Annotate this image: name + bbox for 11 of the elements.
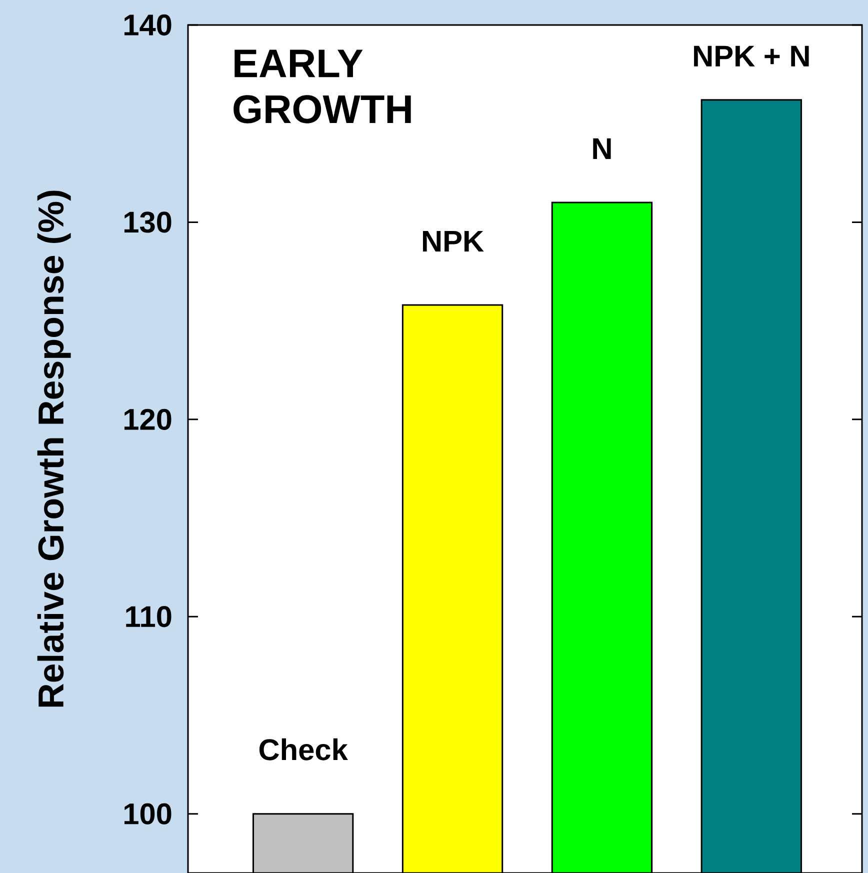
y-tick-label: 130 xyxy=(124,212,172,233)
y-tick-label: 110 xyxy=(126,606,172,628)
x-tick-label: NPK xyxy=(422,230,484,252)
x-tick-label: NPK + N xyxy=(694,46,809,66)
y-axis-title: Relative Growth Response (%) xyxy=(37,190,71,707)
x-tick-label: N xyxy=(593,138,611,159)
y-tick-label: 140 xyxy=(124,14,172,36)
y-tick-label: 100 xyxy=(124,803,172,824)
x-tick-label: Check xyxy=(259,738,348,760)
annotation: EARLY GROWTH xyxy=(234,50,411,124)
y-tick-label: 120 xyxy=(124,408,172,430)
